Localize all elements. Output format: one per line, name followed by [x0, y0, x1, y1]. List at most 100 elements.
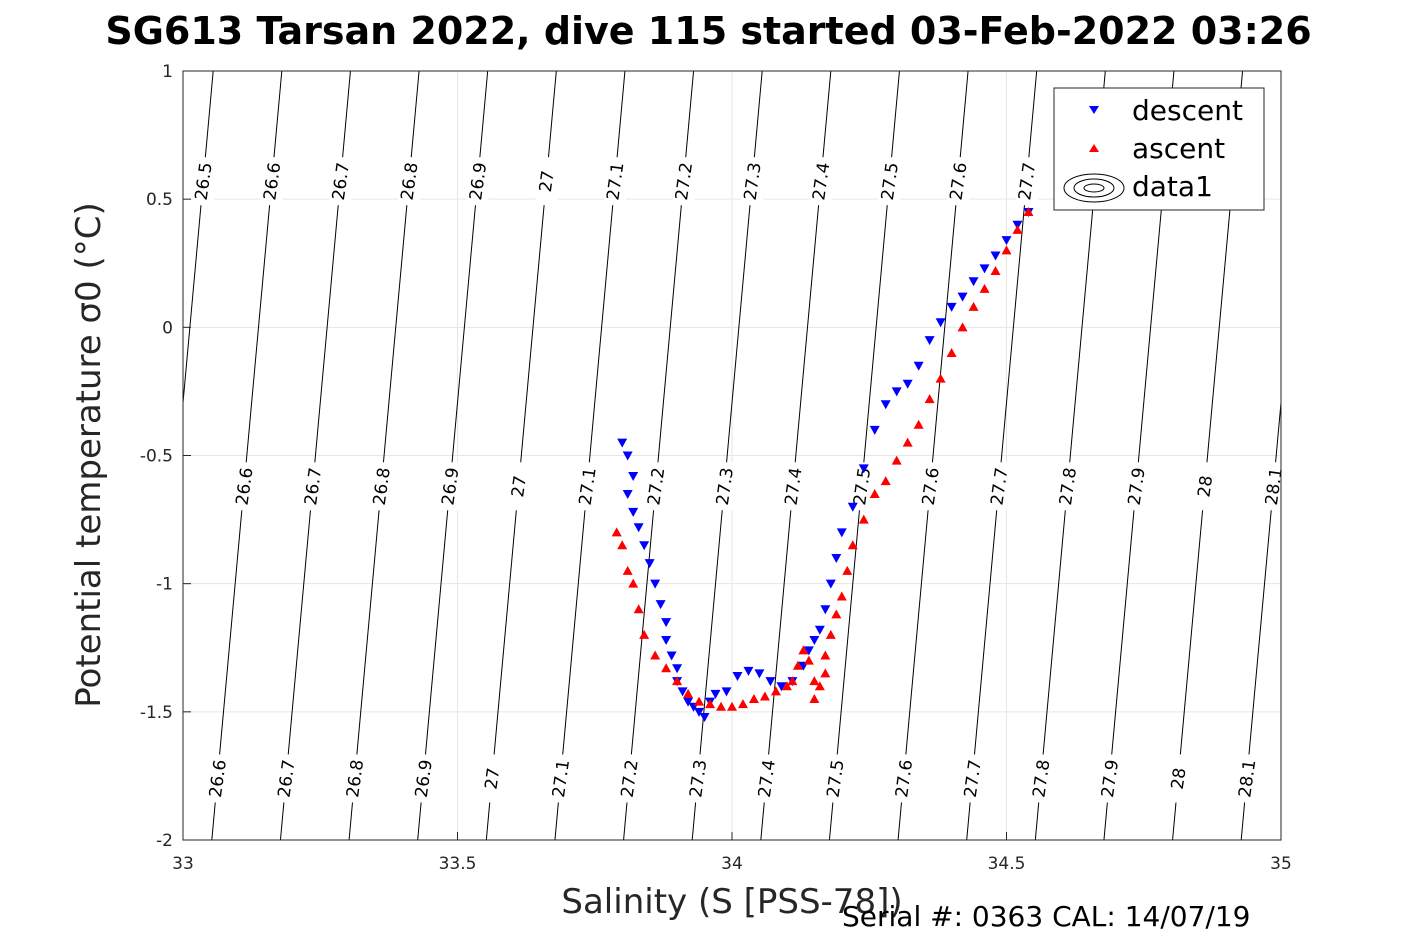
ascent-point — [913, 419, 924, 429]
contour-label-mask — [206, 754, 229, 803]
descent-point — [869, 425, 880, 435]
descent-point — [858, 464, 869, 474]
contour-label-mask — [919, 462, 942, 511]
contour-label-mask — [329, 157, 352, 206]
ascent-point — [869, 488, 880, 498]
legend-descent-label: descent — [1132, 94, 1243, 127]
ascent-point — [798, 645, 809, 655]
descent-point — [617, 438, 628, 448]
y-tick-label: 1 — [162, 62, 173, 82]
legend-descent-marker — [1089, 106, 1099, 114]
legend-contour-icon — [1063, 173, 1125, 203]
contour-label-mask — [1193, 462, 1216, 511]
ascent-point — [622, 565, 633, 575]
ascent-point — [727, 701, 737, 711]
contour-label-mask — [1098, 754, 1121, 803]
ascent-point — [787, 676, 798, 686]
x-tick-label: 33 — [172, 854, 194, 874]
descent-point — [622, 489, 633, 499]
descent-point — [968, 277, 979, 287]
legend-ascent-marker — [1089, 144, 1099, 152]
legend-data1-label: data1 — [1132, 170, 1213, 203]
contour-label: 27 — [508, 474, 531, 498]
contour-label-mask — [755, 754, 778, 803]
ascent-point — [737, 699, 748, 709]
descent-point — [732, 671, 743, 681]
descent-point — [628, 472, 639, 482]
contour-label-mask — [947, 157, 970, 206]
contour-label-mask — [1167, 754, 1190, 803]
descent-point — [661, 618, 672, 628]
descent-point — [990, 251, 1001, 261]
ascent-point — [809, 694, 820, 704]
contour-label-mask — [713, 462, 736, 511]
contour-label-mask — [603, 157, 626, 206]
descent-point — [880, 400, 891, 410]
ascent-point — [770, 686, 781, 696]
contour-label-mask — [233, 462, 256, 511]
contour-label: 28 — [1194, 474, 1217, 498]
descent-point — [831, 554, 842, 564]
ascent-point — [979, 283, 990, 293]
descent-point — [639, 541, 650, 551]
ascent-point — [842, 565, 853, 575]
ascent-point — [935, 373, 946, 383]
contour-label-mask — [987, 462, 1010, 511]
x-tick-label: 35 — [1270, 854, 1292, 874]
ascent-point — [759, 691, 770, 701]
descent-point — [979, 264, 990, 274]
ascent-point — [661, 663, 672, 673]
contour-label-mask — [741, 157, 764, 206]
ascent-point — [683, 688, 694, 698]
x-tick-label: 33.5 — [439, 854, 477, 874]
ascent-point — [716, 701, 727, 711]
descent-point — [633, 523, 644, 533]
descent-point — [683, 697, 694, 707]
contour-label-mask — [535, 157, 558, 206]
descent-point — [743, 666, 754, 676]
descent-point — [847, 502, 858, 512]
ascent-point — [1012, 224, 1023, 234]
descent-point — [677, 687, 688, 697]
ascent-point — [694, 696, 705, 706]
contour-label-mask — [961, 754, 984, 803]
ascent-point — [990, 265, 1001, 275]
descent-point — [1001, 236, 1012, 246]
ascent-point — [792, 660, 803, 670]
contour-label-mask — [1262, 462, 1285, 511]
ascent-point — [836, 591, 847, 601]
descent-point — [622, 451, 633, 461]
descent-point — [765, 677, 776, 687]
y-tick-label: -1 — [156, 575, 173, 595]
contour-label: 27 — [536, 169, 559, 193]
contour-label-mask — [1125, 462, 1148, 511]
contour-label-mask — [480, 754, 503, 803]
contour-label-mask — [824, 754, 847, 803]
descent-point — [661, 636, 672, 646]
ascent-point — [672, 676, 683, 686]
legend-box — [1053, 87, 1265, 211]
ascent-point — [825, 629, 836, 639]
y-tick-label: -1.5 — [140, 703, 173, 723]
contour-label-mask — [275, 754, 298, 803]
descent-point — [721, 687, 732, 697]
descent-point — [836, 528, 847, 538]
descent-point — [891, 387, 902, 397]
descent-point — [699, 712, 710, 722]
contour-label-mask — [809, 157, 832, 206]
contour-label-mask — [576, 462, 599, 511]
descent-point — [825, 579, 836, 589]
legend-ascent-label: ascent — [1132, 132, 1225, 165]
descent-point — [644, 559, 655, 569]
contour-label-mask — [260, 157, 283, 206]
contour-label-mask — [782, 462, 805, 511]
contour-label-mask — [412, 754, 435, 803]
descent-point — [935, 318, 946, 328]
descent-point — [754, 669, 765, 679]
descent-point — [902, 379, 913, 389]
y-tick-label: -2 — [156, 831, 173, 851]
contour-label-mask — [644, 462, 667, 511]
contour-label-mask — [1235, 754, 1258, 803]
contour-label-mask — [438, 462, 461, 511]
